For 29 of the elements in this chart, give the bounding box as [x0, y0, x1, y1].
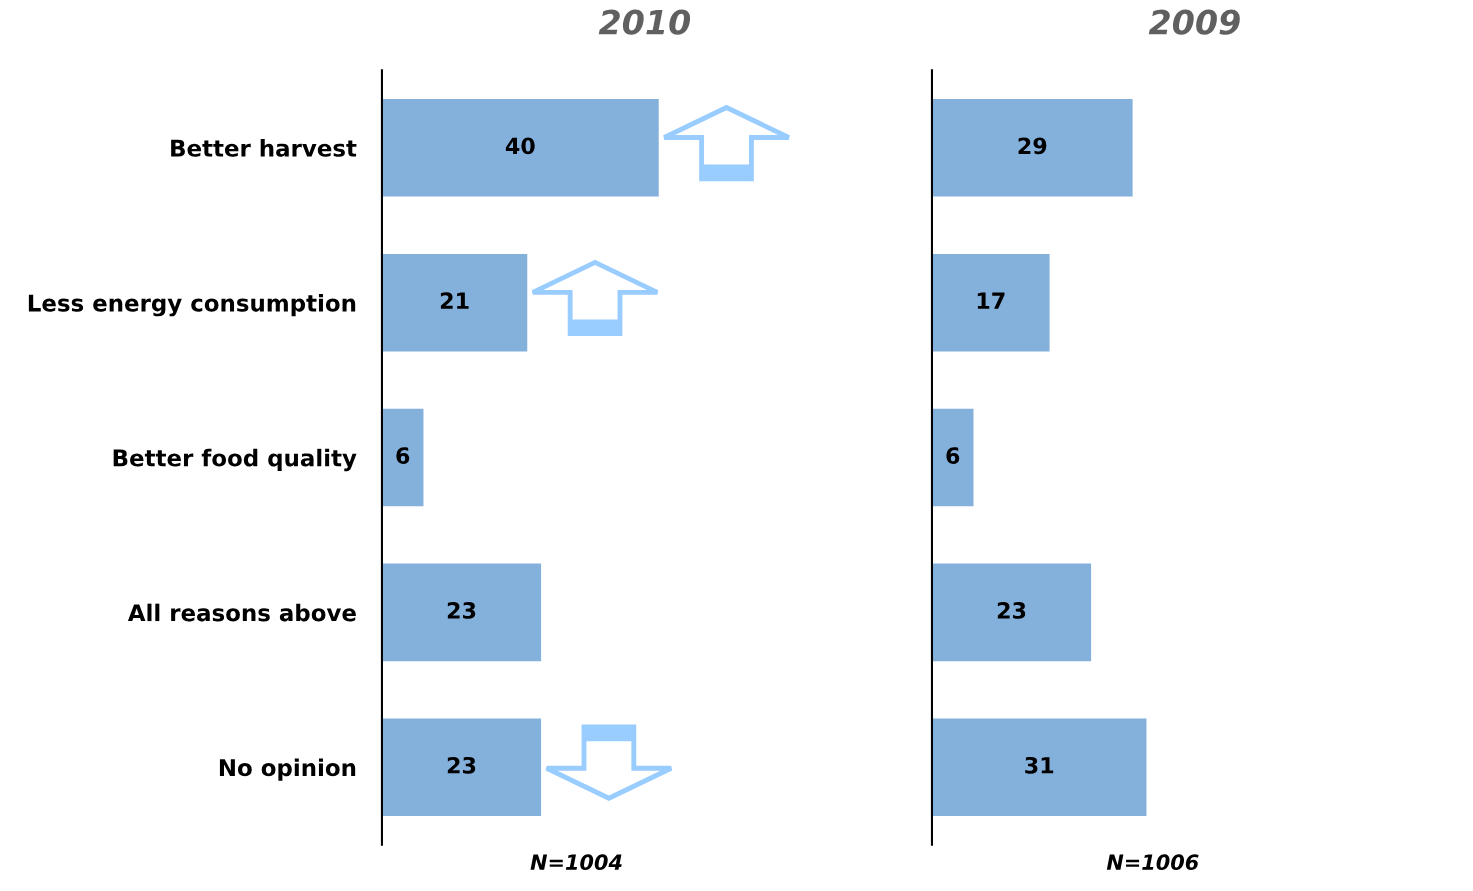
text: N=1004 [530, 854, 622, 871]
data-label: 29 [1018, 137, 1047, 155]
bar [381, 563, 542, 662]
data-label: 23 [447, 756, 476, 774]
bar [381, 253, 528, 352]
y-tick-label: Less energy consumption [28, 293, 356, 317]
data-label: 23 [997, 602, 1026, 619]
y-tick-label: No opinion [219, 758, 356, 781]
bar [381, 99, 659, 197]
data-label: 40 [505, 137, 535, 155]
bar [931, 99, 1133, 197]
chart-title: 2010 [598, 9, 691, 35]
chart-title: 2009 [1148, 9, 1240, 35]
bar [931, 718, 1147, 817]
bar [931, 563, 1092, 662]
text: N=1006 [1106, 854, 1199, 871]
y-tick-label: All reasons above [127, 603, 356, 622]
bar [381, 718, 542, 817]
data-label: 6 [396, 447, 410, 464]
data-label: 21 [440, 292, 469, 309]
data-label: 17 [977, 292, 1005, 309]
data-label: 23 [447, 602, 476, 619]
bar [931, 253, 1050, 352]
data-label: 6 [946, 447, 960, 464]
y-tick-label: Better harvest [171, 139, 357, 157]
y-tick-label: Better food quality [113, 448, 357, 472]
bar [931, 408, 974, 507]
data-label: 31 [1025, 756, 1054, 774]
bar [381, 408, 424, 507]
